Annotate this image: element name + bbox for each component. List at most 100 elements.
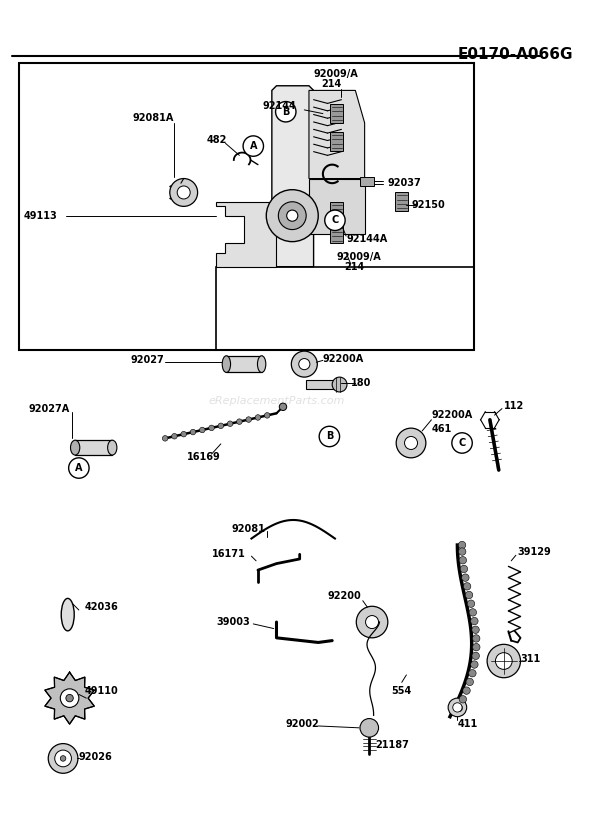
Text: 92037: 92037 (388, 178, 422, 188)
Text: 49113: 49113 (23, 211, 57, 221)
Polygon shape (309, 178, 365, 234)
Text: 92144: 92144 (263, 101, 296, 111)
Text: 482: 482 (207, 134, 227, 144)
Circle shape (473, 644, 480, 651)
Circle shape (209, 425, 214, 430)
Text: 311: 311 (520, 654, 541, 664)
Circle shape (463, 583, 471, 590)
Text: 92009/A: 92009/A (314, 68, 358, 78)
Bar (19, 63, 474, 350)
Circle shape (469, 609, 477, 616)
Text: 92150: 92150 (411, 199, 445, 209)
Text: C: C (332, 215, 339, 225)
Bar (227, 356, 261, 373)
Circle shape (199, 427, 205, 433)
Text: 411: 411 (457, 719, 478, 729)
Circle shape (48, 744, 78, 773)
Bar (216, 267, 474, 350)
Circle shape (459, 556, 467, 564)
Circle shape (458, 548, 466, 555)
Text: B: B (326, 431, 333, 441)
Circle shape (319, 426, 340, 447)
Circle shape (468, 670, 476, 677)
Text: 92027: 92027 (131, 355, 165, 365)
Text: 92027A: 92027A (29, 404, 70, 414)
Circle shape (276, 102, 296, 122)
Circle shape (487, 645, 520, 678)
Text: 92026: 92026 (79, 751, 113, 761)
Text: 461: 461 (431, 424, 452, 434)
Circle shape (177, 186, 190, 199)
Circle shape (218, 423, 224, 429)
Circle shape (458, 541, 466, 549)
Circle shape (471, 661, 478, 668)
Circle shape (291, 351, 317, 377)
Text: 16169: 16169 (186, 452, 220, 462)
Polygon shape (330, 132, 343, 151)
Circle shape (463, 687, 470, 695)
Circle shape (181, 431, 186, 437)
Circle shape (366, 615, 379, 629)
Circle shape (324, 210, 345, 230)
Text: 92081A: 92081A (133, 113, 174, 123)
Circle shape (459, 696, 467, 703)
Circle shape (172, 434, 177, 439)
Circle shape (68, 458, 89, 478)
Circle shape (60, 689, 79, 707)
Circle shape (461, 574, 469, 581)
Circle shape (66, 695, 73, 702)
Text: A: A (250, 141, 257, 151)
Text: 39003: 39003 (216, 617, 250, 627)
Text: C: C (458, 438, 466, 448)
Text: 42036: 42036 (84, 602, 118, 612)
Text: 16171: 16171 (212, 550, 245, 560)
Polygon shape (330, 202, 343, 220)
Bar (306, 379, 340, 389)
Text: 180: 180 (350, 378, 371, 388)
Circle shape (466, 678, 473, 686)
Text: 112: 112 (504, 401, 524, 411)
Circle shape (190, 430, 196, 435)
Circle shape (460, 565, 468, 573)
Circle shape (255, 414, 261, 420)
Polygon shape (330, 104, 343, 123)
Circle shape (278, 202, 306, 229)
Text: 92002: 92002 (286, 719, 320, 729)
Ellipse shape (61, 598, 74, 631)
Circle shape (473, 635, 480, 642)
Ellipse shape (222, 356, 231, 373)
Circle shape (287, 210, 298, 221)
Circle shape (360, 719, 379, 737)
Circle shape (471, 617, 478, 625)
Text: 92200A: 92200A (431, 410, 473, 420)
Circle shape (170, 178, 198, 206)
Circle shape (266, 189, 318, 242)
Ellipse shape (107, 440, 117, 455)
Text: 49110: 49110 (84, 686, 118, 696)
Polygon shape (395, 193, 408, 211)
Text: 92009/A: 92009/A (337, 253, 382, 263)
Circle shape (279, 403, 287, 410)
Text: 214: 214 (344, 262, 365, 272)
Polygon shape (216, 202, 277, 267)
Circle shape (466, 591, 473, 599)
Polygon shape (360, 177, 374, 186)
Circle shape (467, 600, 475, 607)
Circle shape (496, 653, 512, 670)
Text: 92081: 92081 (231, 525, 265, 535)
Circle shape (55, 750, 71, 766)
Circle shape (472, 652, 480, 660)
Text: 214: 214 (321, 79, 341, 89)
Circle shape (332, 377, 347, 392)
Text: 554: 554 (392, 686, 412, 696)
Circle shape (452, 433, 472, 453)
Circle shape (448, 698, 467, 716)
Circle shape (246, 417, 251, 422)
Circle shape (60, 756, 66, 761)
Text: 92200: 92200 (327, 591, 361, 601)
Circle shape (453, 703, 462, 712)
Circle shape (162, 435, 168, 441)
Polygon shape (330, 225, 343, 244)
Circle shape (455, 704, 463, 711)
Ellipse shape (71, 440, 80, 455)
